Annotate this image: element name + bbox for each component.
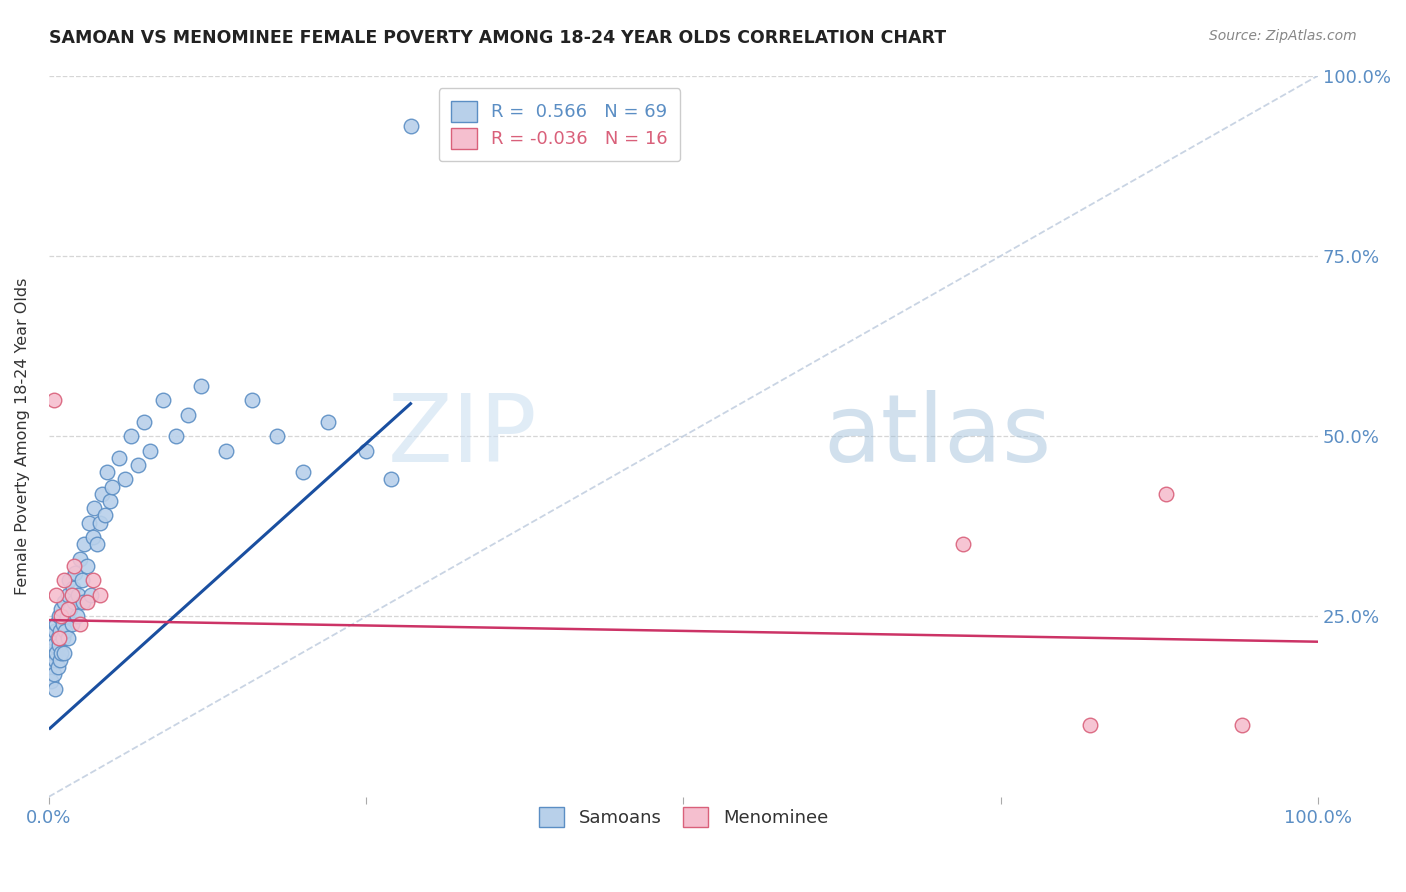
Point: [51, 646, 73, 660]
Point: [60, 616, 83, 631]
Point: [41, 631, 63, 645]
Point: [63, 559, 86, 574]
Point: [1078, 717, 1101, 731]
Point: [44, 653, 66, 667]
Point: [70, 574, 93, 588]
Point: [44, 681, 66, 696]
Point: [53, 574, 76, 588]
Point: [53, 646, 76, 660]
Point: [354, 443, 377, 458]
Point: [101, 480, 124, 494]
Point: [82, 530, 104, 544]
Point: [1230, 717, 1253, 731]
Legend: Samoans, Menominee: Samoans, Menominee: [531, 799, 835, 835]
Point: [51, 602, 73, 616]
Point: [69, 551, 91, 566]
Point: [107, 450, 129, 465]
Point: [380, 472, 402, 486]
Point: [177, 408, 200, 422]
Point: [96, 465, 118, 479]
Text: SAMOAN VS MENOMINEE FEMALE POVERTY AMONG 18-24 YEAR OLDS CORRELATION CHART: SAMOAN VS MENOMINEE FEMALE POVERTY AMONG…: [49, 29, 946, 46]
Point: [316, 415, 339, 429]
Point: [91, 487, 114, 501]
Point: [56, 588, 79, 602]
Text: ZIP: ZIP: [388, 390, 537, 483]
Point: [98, 494, 121, 508]
Point: [46, 631, 69, 645]
Point: [66, 588, 89, 602]
Point: [60, 588, 83, 602]
Point: [48, 638, 70, 652]
Point: [53, 595, 76, 609]
Point: [45, 616, 67, 631]
Point: [93, 508, 115, 523]
Point: [63, 595, 86, 609]
Point: [139, 443, 162, 458]
Point: [45, 588, 67, 602]
Point: [73, 537, 96, 551]
Point: [56, 631, 79, 645]
Point: [51, 609, 73, 624]
Point: [76, 595, 98, 609]
Point: [76, 559, 98, 574]
Point: [89, 516, 111, 530]
Point: [240, 393, 263, 408]
Point: [46, 660, 69, 674]
Point: [52, 616, 75, 631]
Point: [165, 429, 187, 443]
Point: [89, 588, 111, 602]
Point: [49, 653, 72, 667]
Point: [45, 646, 67, 660]
Point: [86, 537, 108, 551]
Point: [291, 465, 314, 479]
Point: [42, 667, 65, 681]
Point: [79, 588, 101, 602]
Point: [42, 393, 65, 408]
Point: [58, 574, 80, 588]
Point: [952, 537, 974, 551]
Point: [66, 609, 89, 624]
Point: [69, 616, 91, 631]
Point: [72, 595, 94, 609]
Point: [215, 443, 238, 458]
Point: [82, 574, 104, 588]
Point: [44, 624, 66, 638]
Point: [152, 393, 174, 408]
Point: [53, 624, 76, 638]
Point: [79, 516, 101, 530]
Point: [120, 429, 142, 443]
Y-axis label: Female Poverty Among 18-24 Year Olds: Female Poverty Among 18-24 Year Olds: [15, 277, 30, 595]
Point: [114, 472, 136, 486]
Point: [190, 378, 212, 392]
Point: [399, 119, 422, 133]
Point: [55, 609, 77, 624]
Point: [48, 631, 70, 645]
Point: [49, 624, 72, 638]
Point: [39, 674, 62, 689]
Point: [48, 609, 70, 624]
Point: [41, 646, 63, 660]
Point: [127, 458, 149, 472]
Text: Source: ZipAtlas.com: Source: ZipAtlas.com: [1209, 29, 1357, 43]
Point: [83, 501, 105, 516]
Point: [39, 660, 62, 674]
Point: [59, 602, 82, 616]
Point: [62, 581, 84, 595]
Point: [266, 429, 288, 443]
Point: [56, 602, 79, 616]
Point: [52, 631, 75, 645]
Point: [1154, 487, 1177, 501]
Point: [132, 415, 155, 429]
Point: [42, 638, 65, 652]
Point: [65, 566, 87, 581]
Text: atlas: atlas: [823, 390, 1052, 483]
